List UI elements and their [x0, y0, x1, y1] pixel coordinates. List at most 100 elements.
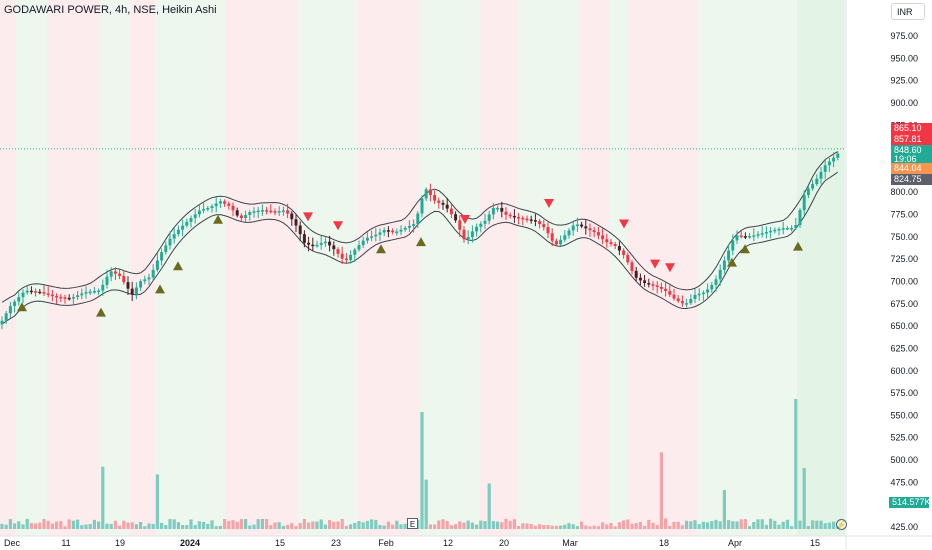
volume-bar [634, 523, 638, 529]
volume-bar [361, 522, 365, 529]
volume-bar [785, 519, 789, 529]
volume-bar [588, 526, 592, 529]
candle-body [252, 211, 256, 213]
time-axis[interactable]: Dec 11 19 2024 15 23 Feb 12 20 Mar 18 Apr 15 [4, 538, 820, 548]
volume-bar [357, 521, 361, 529]
volume-bar [727, 520, 731, 529]
y-tick-label: 800.00 [890, 187, 918, 197]
volume-bar [323, 524, 327, 529]
candle-body [470, 231, 474, 238]
candle-body [445, 204, 449, 209]
candle-body [811, 184, 815, 189]
candle-body [160, 252, 164, 261]
x-tick-label: 12 [443, 538, 453, 548]
volume-bar [672, 521, 676, 529]
candle-body [76, 295, 80, 298]
candle-body [168, 238, 172, 246]
volume-bar [155, 474, 159, 529]
candle-body [365, 237, 369, 241]
y-tick-label: 775.00 [890, 210, 918, 220]
volume-bar [231, 520, 235, 529]
volume-bar [533, 525, 537, 529]
buy-signal-marker [96, 307, 106, 317]
candle-body [378, 232, 382, 235]
volume-bar [617, 522, 621, 529]
volume-bar [336, 521, 340, 529]
volume-bar [134, 524, 138, 529]
trend-zone [155, 0, 225, 536]
candle-body [491, 208, 495, 215]
volume-bar [685, 520, 689, 529]
candles [0, 151, 840, 330]
volume-bar [781, 521, 785, 529]
earnings-marker[interactable]: E [407, 518, 418, 529]
volume-bar [235, 521, 239, 529]
volume-bar [428, 524, 432, 529]
volume-bar [130, 522, 134, 529]
candle-body [311, 244, 315, 247]
sell-signal-marker [303, 212, 313, 222]
volume-bar [550, 525, 554, 529]
candle-body [0, 320, 4, 325]
price-tag-label: 857.81 [894, 134, 922, 144]
candle-body [315, 244, 319, 247]
price-tag: 848.60 [891, 145, 932, 156]
volume-bar [571, 524, 575, 529]
trend-zone [580, 0, 610, 536]
symbol-title[interactable]: GODAWARI POWER, 4h, NSE, Heikin Ashi [4, 4, 217, 16]
volume-bar [294, 526, 298, 529]
volume-bar [475, 524, 479, 529]
buy-signal-marker [155, 284, 165, 294]
trend-zone [0, 0, 16, 536]
candle-body [181, 225, 185, 230]
volume-bar [752, 521, 756, 529]
candle-body [693, 294, 697, 300]
candle-body [815, 178, 819, 185]
candle-body [462, 229, 466, 240]
trend-zone [797, 0, 845, 536]
candle-body [223, 201, 227, 204]
candle-body [353, 249, 357, 255]
price-axis[interactable]: 975.00950.00925.00900.00875.00850.00825.… [890, 31, 918, 532]
candle-body [714, 279, 718, 285]
price-tag: 19:06 [891, 154, 932, 165]
candle-body [71, 297, 75, 299]
candle-body [328, 241, 332, 246]
volume-bar [277, 522, 281, 529]
candle-body [147, 277, 151, 280]
trend-zone [697, 0, 797, 536]
buy-signal-marker [17, 302, 27, 312]
volume-bar [437, 520, 441, 529]
candle-body [517, 217, 521, 219]
candle-body [832, 157, 836, 162]
candle-body [210, 206, 214, 208]
candle-body [8, 306, 12, 314]
y-tick-label: 650.00 [890, 321, 918, 331]
volume-bar [269, 525, 273, 529]
candle-body [248, 212, 252, 216]
currency-button[interactable]: INR [891, 3, 925, 20]
trend-zone [518, 0, 580, 536]
volume-bar [168, 519, 172, 529]
candle-body [617, 246, 621, 251]
candle-body [748, 236, 752, 238]
candle-body [155, 260, 159, 270]
volume-bar [29, 523, 33, 529]
candle-body [416, 213, 420, 225]
candle-body [176, 229, 180, 235]
lightning-icon[interactable]: ⚡ [836, 519, 847, 530]
candle-body [273, 211, 277, 213]
candle-body [760, 233, 764, 235]
candle-body [479, 223, 483, 227]
candle-body [601, 235, 605, 240]
x-tick-label: 19 [115, 538, 125, 548]
volume-bar [311, 521, 315, 529]
candle-body [227, 203, 231, 206]
x-tick-label: Mar [562, 538, 578, 548]
candle-body [546, 227, 550, 234]
candle-body [134, 287, 138, 295]
volume-bar [97, 521, 101, 529]
candle-body [29, 290, 33, 293]
trend-zone [16, 0, 47, 536]
